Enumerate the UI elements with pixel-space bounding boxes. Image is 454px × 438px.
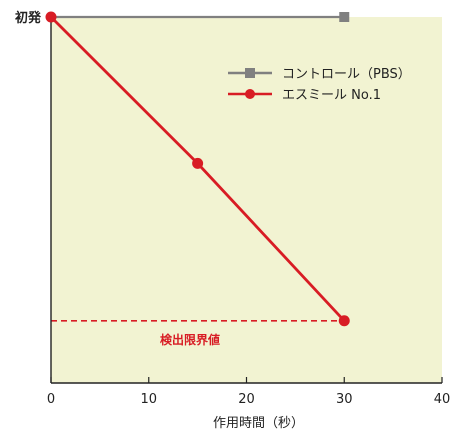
- y-tick-label: 初発: [15, 10, 42, 26]
- detection-limit-label: 検出限界値: [160, 332, 220, 347]
- data-point: [45, 11, 57, 23]
- x-tick-label: 20: [238, 392, 255, 407]
- annotation-layer: 検出限界値: [51, 319, 345, 347]
- x-tick-label: 10: [140, 392, 157, 407]
- series-layer: [45, 11, 350, 327]
- x-axis-title: 作用時間（秒）: [213, 416, 304, 431]
- x-tick-label: 30: [336, 392, 353, 407]
- data-point: [339, 12, 350, 22]
- data-point: [338, 315, 350, 327]
- x-tick-label: 0: [47, 392, 55, 407]
- legend-label: コントロール（PBS）: [282, 67, 411, 82]
- x-tick-label: 40: [434, 392, 451, 407]
- legend-marker: [245, 89, 255, 99]
- legend-label: エスミール No.1: [282, 88, 381, 103]
- legend-marker: [245, 68, 255, 78]
- legend: コントロール（PBS） エスミール No.1: [228, 67, 411, 103]
- data-point: [192, 157, 204, 169]
